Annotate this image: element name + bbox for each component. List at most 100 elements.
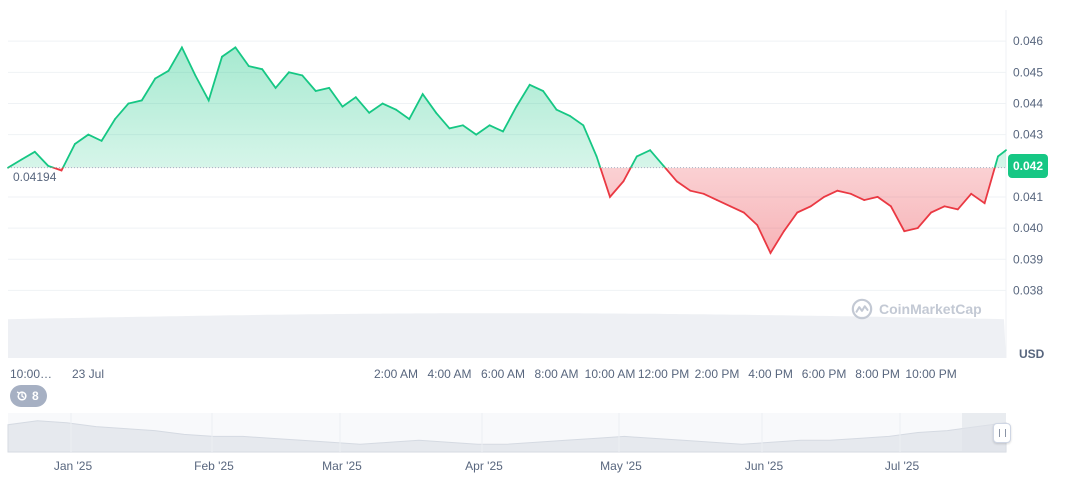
data-point (314, 90, 317, 92)
data-point (7, 166, 9, 169)
data-point (756, 224, 759, 226)
data-point (729, 205, 732, 208)
navigator[interactable]: Jan '25 Feb '25 Mar '25 Apr '25 May '25 Jun '… (7, 413, 1007, 473)
data-point (542, 90, 544, 92)
data-point (796, 211, 799, 214)
data-point (649, 149, 651, 152)
data-point (20, 158, 23, 161)
y-tick-label: 0.045 (1013, 65, 1043, 79)
currency-label: USD (1019, 347, 1045, 361)
data-point (421, 93, 424, 95)
price-line (7, 45, 1007, 255)
x-tick-label: 6:00 AM (481, 367, 525, 381)
data-point (87, 133, 90, 136)
data-point (836, 189, 839, 192)
data-point (274, 87, 277, 89)
history-icon (16, 391, 27, 401)
watermark-text: CoinMarketCap (879, 301, 982, 317)
x-tick-label: 4:00 AM (427, 367, 471, 381)
data-point (301, 74, 304, 77)
data-point (194, 74, 197, 77)
data-point (74, 143, 76, 145)
x-tick-label: 2:00 PM (695, 367, 740, 381)
data-point (582, 124, 585, 127)
data-point (716, 199, 718, 202)
data-point (328, 87, 330, 89)
data-point (876, 196, 879, 198)
events-count: 8 (32, 389, 39, 403)
data-point (462, 124, 464, 127)
data-point (247, 65, 250, 67)
data-point (930, 211, 932, 214)
data-point (167, 69, 170, 72)
data-point (903, 230, 906, 233)
data-point (368, 111, 371, 114)
data-point (221, 55, 223, 58)
data-point (742, 211, 745, 214)
data-point (181, 46, 183, 49)
navigator-label: Mar '25 (322, 459, 362, 473)
data-point (943, 205, 946, 208)
x-tick-label: 2:00 AM (374, 367, 418, 381)
data-point (662, 164, 665, 167)
reference-price-label: 0.04194 (13, 170, 57, 184)
y-tick-label: 0.046 (1013, 34, 1043, 48)
price-area (8, 47, 1006, 253)
data-point (916, 227, 919, 230)
data-point (154, 77, 157, 80)
navigator-label: Jun '25 (745, 459, 784, 473)
data-point (33, 150, 36, 153)
data-point (515, 105, 518, 108)
data-point (140, 99, 143, 102)
data-point (702, 192, 705, 195)
y-tick-label: 0.044 (1013, 96, 1043, 110)
y-tick-label: 0.040 (1013, 221, 1043, 235)
y-tick-label: 0.041 (1013, 190, 1043, 204)
data-point (395, 108, 397, 111)
current-price-tag: 0.042 (1008, 154, 1048, 178)
x-tick-label: 6:00 PM (802, 367, 847, 381)
data-point (809, 205, 812, 208)
area-fill-down (8, 167, 1006, 253)
events-badge[interactable]: 8 (10, 385, 47, 407)
data-point (635, 155, 638, 158)
x-tick-label: 8:00 AM (534, 367, 578, 381)
data-point (676, 180, 678, 183)
navigator-label: Apr '25 (465, 459, 503, 473)
y-tick-label: 0.039 (1013, 252, 1043, 266)
data-point (100, 140, 103, 142)
data-point (997, 155, 999, 158)
volume-band (8, 313, 1006, 358)
data-point (609, 196, 611, 198)
navigator-label: Jul '25 (885, 459, 920, 473)
data-point (970, 192, 973, 195)
navigator-handle[interactable] (993, 423, 1011, 443)
data-point (475, 133, 478, 136)
data-point (354, 96, 357, 99)
data-point (114, 118, 116, 120)
data-point (849, 192, 852, 195)
data-point (528, 83, 531, 86)
data-point (234, 46, 237, 49)
data-point (1005, 149, 1007, 152)
data-point (956, 208, 959, 211)
data-point (60, 169, 63, 172)
coinmarketcap-logo-icon (851, 298, 873, 320)
data-point (890, 205, 892, 208)
navigator-label: Feb '25 (194, 459, 234, 473)
x-tick-label: 10:00 AM (585, 367, 636, 381)
data-point (207, 99, 210, 102)
data-point (569, 115, 571, 117)
data-point (769, 252, 772, 254)
x-tick-label: 12:00 PM (638, 367, 689, 381)
y-tick-label: 0.043 (1013, 128, 1043, 142)
series-line-up (8, 45, 1006, 168)
navigator-label: Jan '25 (54, 459, 93, 473)
navigator-area (7, 420, 1007, 453)
data-point (689, 189, 692, 192)
data-point (341, 105, 344, 108)
x-tick-label: 23 Jul (72, 367, 104, 381)
y-tick-label: 0.038 (1013, 283, 1043, 297)
